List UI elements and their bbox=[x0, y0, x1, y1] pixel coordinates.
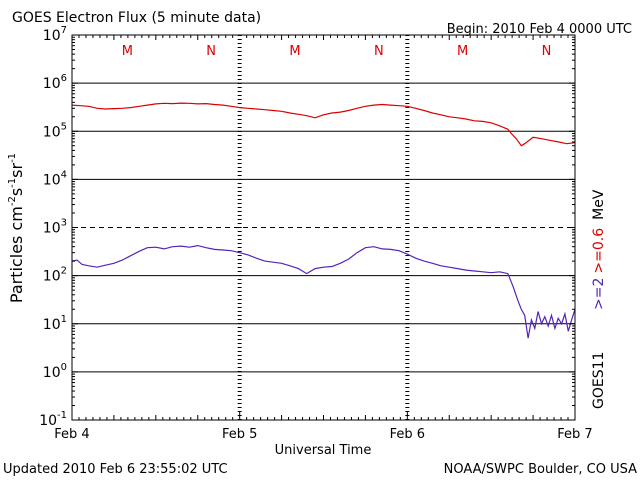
y-axis-label-exp1: -2 bbox=[7, 196, 18, 206]
energy-unit: MeV bbox=[591, 189, 607, 220]
y-tick-label: 105 bbox=[43, 121, 67, 140]
x-tick-label: Feb 6 bbox=[390, 427, 425, 442]
y-tick-label: 100 bbox=[43, 362, 67, 381]
mn-marker: N bbox=[374, 44, 384, 59]
y-tick-label: 103 bbox=[43, 218, 67, 237]
chart-title: GOES Electron Flux (5 minute data) bbox=[12, 10, 261, 26]
y-axis-label-sr: sr bbox=[7, 163, 26, 178]
y-tick-label: 102 bbox=[43, 266, 67, 285]
series-line bbox=[71, 244, 576, 339]
y-axis-label-exp3: -1 bbox=[7, 153, 18, 163]
y-tick-label: 106 bbox=[43, 73, 67, 92]
y-tick-label: 104 bbox=[43, 169, 67, 188]
x-tick-label: Feb 5 bbox=[222, 427, 257, 442]
y-tick-label: 101 bbox=[43, 314, 67, 333]
series-line bbox=[71, 102, 576, 147]
y-tick-label: 107 bbox=[43, 25, 67, 44]
x-tick-label: Feb 7 bbox=[557, 427, 592, 442]
x-axis-label: Universal Time bbox=[275, 443, 372, 458]
y-axis-label-exp2: -1 bbox=[7, 178, 18, 188]
updated-label: Updated 2010 Feb 6 23:55:02 UTC bbox=[3, 462, 228, 477]
y-tick-label: 10-1 bbox=[39, 410, 67, 429]
begin-label: Begin: 2010 Feb 4 0000 UTC bbox=[447, 22, 632, 37]
svg-text:>=2>=0.6MeV: >=2 >=0.6 MeV bbox=[591, 189, 607, 310]
mn-marker: M bbox=[122, 44, 133, 59]
svg-text:Particles cm-2s-1sr-1: Particles cm-2s-1sr-1 bbox=[7, 153, 26, 303]
credit-label: NOAA/SWPC Boulder, CO USA bbox=[444, 462, 637, 477]
plot-grid bbox=[72, 35, 575, 420]
energy-legend: >=2 >=0.6 MeV bbox=[591, 189, 607, 310]
y-axis-label: Particles cm-2s-1sr-1 bbox=[7, 153, 26, 303]
y-axis-label-s: s bbox=[7, 188, 26, 196]
mn-marker: N bbox=[206, 44, 216, 59]
mn-marker: M bbox=[457, 44, 468, 59]
x-tick-labels: Feb 4 Feb 5 Feb 6 Feb 7 bbox=[54, 35, 593, 442]
y-axis-label-main: Particles cm bbox=[7, 206, 26, 303]
x-tick-label: Feb 4 bbox=[54, 427, 89, 442]
y-tick-labels: 107 106 105 104 103 102 101 100 10-1 bbox=[39, 25, 575, 429]
mn-marker: N bbox=[542, 44, 552, 59]
energy-label-purple: >=2 bbox=[591, 278, 607, 310]
energy-label-red: >=0.6 bbox=[591, 228, 607, 274]
satellite-label: GOES11 bbox=[591, 352, 607, 409]
mn-marker: M bbox=[289, 44, 300, 59]
plot-series bbox=[71, 102, 576, 339]
